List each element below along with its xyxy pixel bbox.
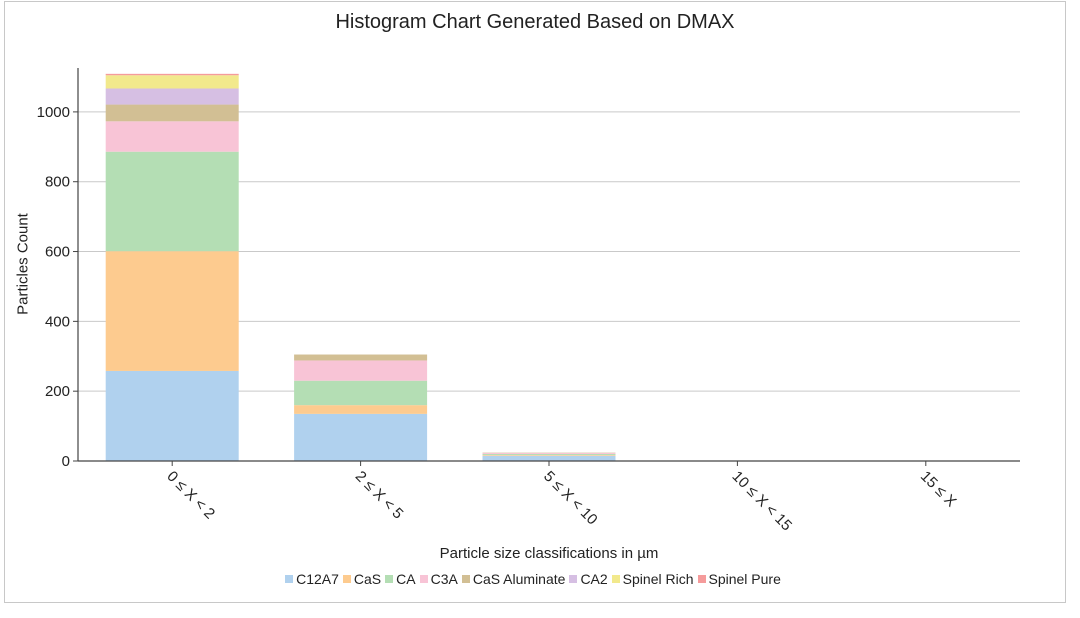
legend-swatch [385, 575, 394, 583]
bar-segment [105, 75, 239, 89]
legend-label: CaS Aluminate [472, 571, 566, 587]
legend-swatch [611, 575, 620, 583]
legend-item: CaS [342, 571, 382, 587]
bar-segment [105, 151, 239, 252]
x-tick-label: 5 ≤ X < 10 [540, 468, 601, 529]
bar-segment [294, 413, 428, 461]
legend-item: Spinel Pure [697, 571, 781, 587]
chart-title: Histogram Chart Generated Based on DMAX [335, 11, 735, 33]
bar-segment [482, 454, 616, 456]
bar-segment [294, 405, 428, 414]
x-tick-label: 15 ≤ X [917, 468, 960, 511]
legend: C12A7 CaS CA C3A CaS Aluminate CA2 Spinel Rich… [0, 571, 1070, 587]
bar-segment [105, 121, 239, 152]
y-tick-label: 0 [62, 453, 70, 470]
bar-segment [105, 104, 239, 122]
bar-segment [105, 73, 239, 76]
bar-segment [294, 360, 428, 381]
y-tick-label: 400 [45, 313, 70, 330]
legend-label: C3A [430, 571, 458, 587]
legend-swatch [569, 575, 578, 583]
bar-segment [105, 370, 239, 461]
bar-segment [482, 455, 616, 461]
x-tick-label: 2 ≤ X < 5 [352, 468, 407, 523]
y-tick-label: 1000 [37, 104, 70, 121]
legend-item: Spinel Rich [611, 571, 694, 587]
legend-label: C12A7 [296, 571, 339, 587]
bar-segment [294, 380, 428, 406]
y-tick-label: 800 [45, 174, 70, 191]
legend-item: C12A7 [285, 571, 339, 587]
y-tick-label: 200 [45, 383, 70, 400]
legend-item: CaS Aluminate [461, 571, 566, 587]
bar-segment [294, 354, 428, 361]
legend-item: C3A [419, 571, 458, 587]
x-tick-label: 0 ≤ X < 2 [163, 468, 218, 523]
y-tick-label: 600 [45, 244, 70, 261]
legend-item: CA [385, 571, 416, 587]
legend-label: CA [396, 571, 416, 587]
y-axis-label: Particles Count [14, 213, 32, 315]
x-axis-label: Particle size classifications in µm [439, 545, 659, 562]
legend-label: CaS [353, 571, 382, 587]
legend-item: CA2 [569, 571, 608, 587]
legend-label: CA2 [580, 571, 608, 587]
legend-label: Spinel Rich [622, 571, 694, 587]
bar-segment [105, 88, 239, 105]
legend-label: Spinel Pure [708, 571, 781, 587]
legend-swatch [285, 575, 294, 583]
legend-swatch [697, 575, 706, 583]
bar-segment [482, 455, 616, 456]
bar-segment [105, 251, 239, 371]
legend-swatch [461, 575, 470, 583]
legend-swatch [342, 575, 351, 583]
x-tick-label: 10 ≤ X < 15 [729, 468, 796, 535]
bar-segment [482, 452, 616, 455]
legend-swatch [419, 575, 428, 583]
